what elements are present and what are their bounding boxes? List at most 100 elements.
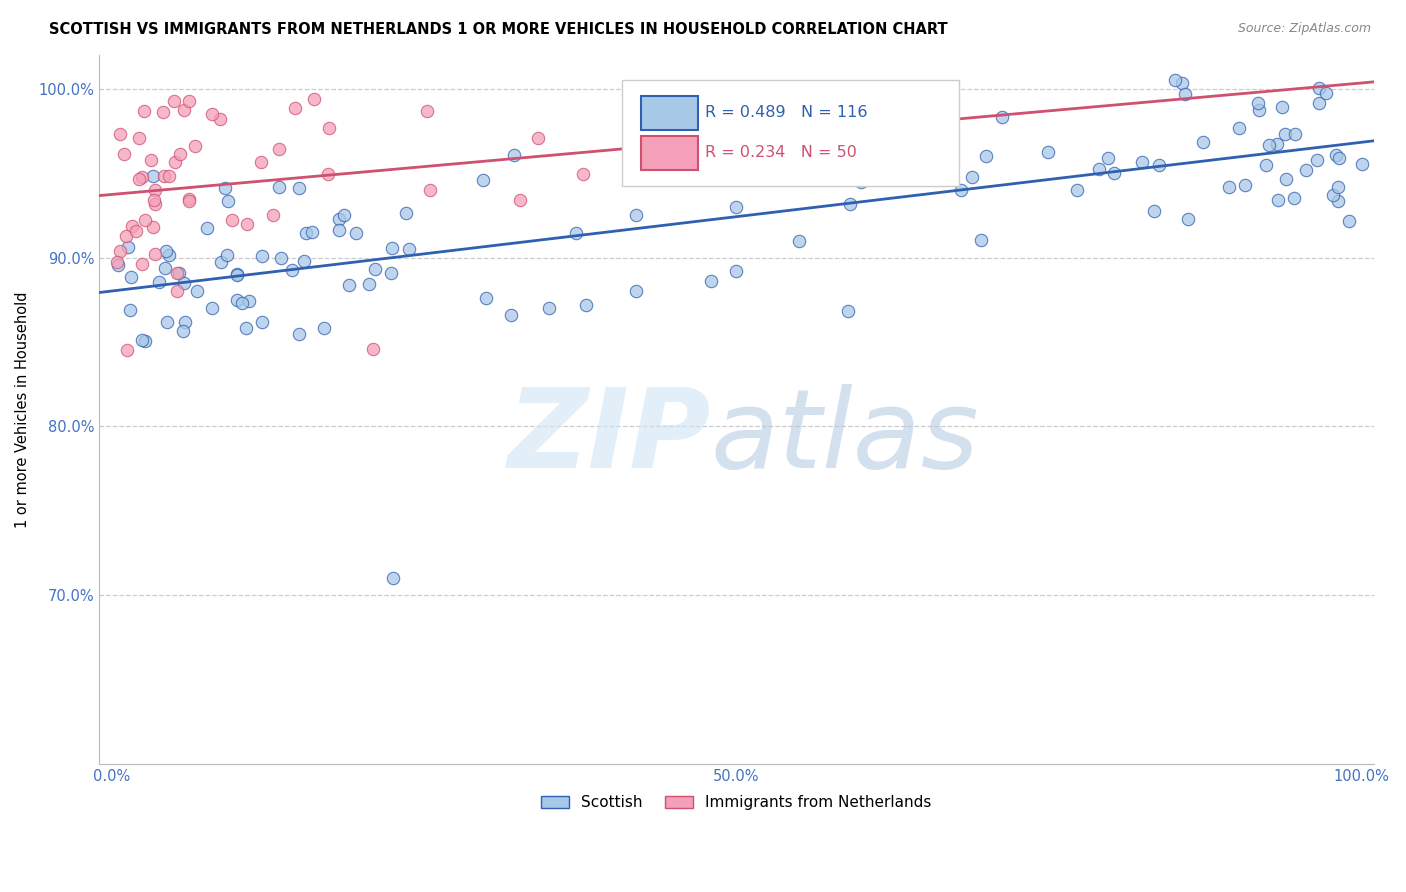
Point <box>1038 145 1060 159</box>
Point <box>174 315 197 329</box>
Point <box>917 157 939 171</box>
Text: atlas: atlas <box>711 384 980 491</box>
Point <box>700 274 723 288</box>
Point <box>152 104 174 119</box>
Point <box>284 101 307 115</box>
FancyBboxPatch shape <box>641 95 699 129</box>
Point <box>626 209 648 223</box>
Point <box>1227 121 1250 136</box>
Point <box>1143 204 1166 219</box>
Point <box>262 209 284 223</box>
Point <box>1218 180 1240 194</box>
Point <box>509 193 531 207</box>
Point <box>1284 127 1306 141</box>
Point <box>142 220 165 235</box>
Point <box>787 234 810 248</box>
Point <box>110 127 132 141</box>
Point <box>1308 95 1330 110</box>
Point <box>1066 183 1088 197</box>
Point <box>270 252 292 266</box>
Point <box>134 104 156 119</box>
Point <box>107 258 129 272</box>
Point <box>105 255 128 269</box>
Point <box>1234 178 1257 192</box>
Point <box>565 226 588 240</box>
Point <box>1192 135 1215 149</box>
Point <box>419 183 441 197</box>
Point <box>148 275 170 289</box>
Point <box>172 324 194 338</box>
Point <box>128 131 150 145</box>
Point <box>125 224 148 238</box>
Point <box>143 197 166 211</box>
Point <box>169 146 191 161</box>
Point <box>328 223 350 237</box>
Point <box>1097 151 1119 165</box>
Point <box>1329 151 1351 165</box>
Point <box>1258 137 1281 152</box>
Point <box>153 260 176 275</box>
Point <box>209 255 232 269</box>
Point <box>501 308 523 322</box>
Point <box>851 175 873 189</box>
Point <box>118 303 141 318</box>
Point <box>177 94 200 108</box>
Point <box>302 92 325 106</box>
Point <box>837 303 859 318</box>
Point <box>475 291 498 305</box>
Point <box>1275 171 1298 186</box>
Text: R = 0.234   N = 50: R = 0.234 N = 50 <box>704 145 856 161</box>
Point <box>1315 86 1337 100</box>
Point <box>1308 81 1330 95</box>
Point <box>142 169 165 183</box>
Point <box>134 334 156 349</box>
Point <box>195 221 218 235</box>
FancyBboxPatch shape <box>621 80 959 186</box>
Point <box>153 169 176 183</box>
Point <box>295 227 318 241</box>
Point <box>115 343 138 358</box>
Legend: Scottish, Immigrants from Netherlands: Scottish, Immigrants from Netherlands <box>536 789 938 816</box>
Point <box>131 170 153 185</box>
Point <box>157 248 180 262</box>
Point <box>1265 136 1288 151</box>
Point <box>214 181 236 195</box>
Point <box>145 183 167 197</box>
Point <box>744 95 766 110</box>
Point <box>970 233 993 247</box>
Point <box>1147 158 1170 172</box>
Point <box>361 343 384 357</box>
Point <box>318 167 340 181</box>
Point <box>184 138 207 153</box>
Point <box>142 193 165 207</box>
Point <box>112 146 135 161</box>
Point <box>292 253 315 268</box>
Point <box>1177 211 1199 226</box>
Point <box>114 228 136 243</box>
Point <box>215 248 238 262</box>
Point <box>503 148 526 162</box>
Point <box>537 301 560 316</box>
Point <box>357 277 380 291</box>
Point <box>155 244 177 259</box>
Point <box>139 153 162 168</box>
Point <box>904 141 927 155</box>
Point <box>1324 148 1347 162</box>
Point <box>990 110 1012 124</box>
Point <box>1171 76 1194 90</box>
Point <box>527 130 550 145</box>
Point <box>976 149 998 163</box>
Point <box>200 301 222 316</box>
Point <box>238 294 260 309</box>
Point <box>134 213 156 227</box>
Point <box>117 240 139 254</box>
Point <box>1256 158 1278 172</box>
Point <box>912 166 935 180</box>
Point <box>1282 191 1305 205</box>
Point <box>626 285 648 299</box>
Point <box>186 285 208 299</box>
FancyBboxPatch shape <box>641 136 699 170</box>
Point <box>950 183 973 197</box>
Point <box>157 169 180 183</box>
Point <box>1164 73 1187 87</box>
